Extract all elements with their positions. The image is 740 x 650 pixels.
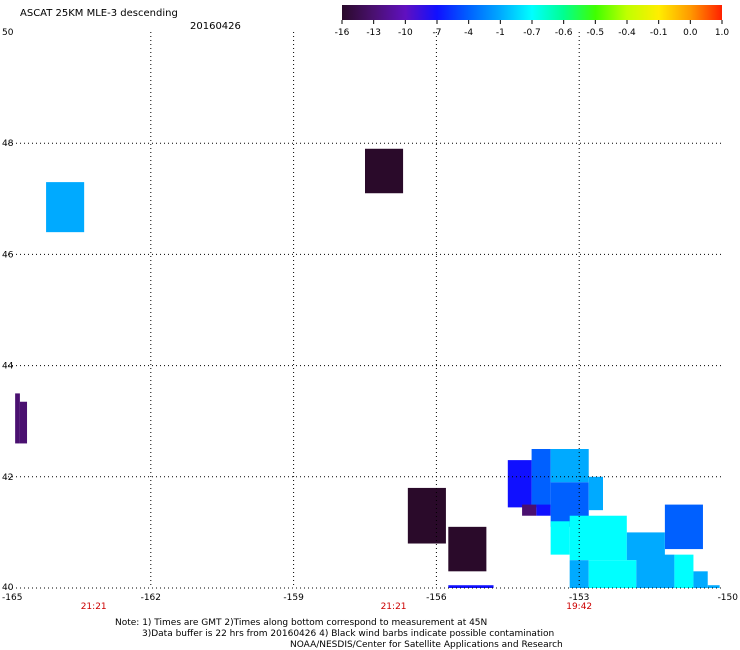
colorbar-label: -10	[398, 28, 413, 38]
chart-date: 20160426	[190, 21, 241, 32]
y-tick-label: 40	[2, 583, 14, 593]
data-cell	[550, 521, 570, 555]
data-cell	[707, 585, 720, 588]
data-cell	[569, 515, 627, 561]
x-tick-label: -165	[2, 593, 22, 603]
data-cell	[693, 571, 708, 588]
time-label: 19:42	[566, 602, 592, 612]
y-tick-label: 50	[2, 28, 14, 38]
colorbar-label: -7	[433, 28, 442, 38]
data-cell	[15, 393, 20, 444]
colorbar-label: 0.0	[683, 28, 698, 38]
colorbar-label: -16	[335, 28, 350, 38]
colorbar-label: -4	[464, 28, 473, 38]
data-cell	[522, 504, 537, 516]
chart-title: ASCAT 25KM MLE-3 descending	[20, 8, 178, 19]
data-cell	[674, 554, 694, 588]
grid-lines	[8, 32, 722, 589]
colorbar-label: -0.7	[523, 28, 541, 38]
x-tick-label: -156	[426, 593, 447, 603]
data-cells	[15, 148, 720, 588]
axis-labels: -165 -162 -159 -156 -153 -150 50 48 46 44 42 40 21:2…	[2, 28, 738, 612]
data-cell	[448, 585, 494, 588]
x-tick-label: -153	[569, 593, 589, 603]
y-tick-label: 46	[2, 250, 14, 260]
colorbar-label: 1.0	[715, 28, 730, 38]
colorbar: -16 -13 -10 -7 -4 -1 -0.7 -0.6 -0.5 -0.4 -0.1 0.0 1.…	[335, 5, 730, 38]
note-line-2: 3)Data buffer is 22 hrs from 20160426 4)…	[142, 629, 554, 639]
data-cell	[507, 460, 532, 508]
x-tick-label: -150	[718, 593, 739, 603]
data-cell	[569, 560, 589, 588]
data-cell	[636, 554, 675, 588]
note-line-3: NOAA/NESDIS/Center for Satellite Applica…	[290, 640, 563, 650]
y-tick-label: 42	[2, 473, 13, 483]
colorbar-label: -0.4	[618, 28, 636, 38]
data-cell	[536, 504, 551, 516]
colorbar-label: -0.6	[555, 28, 573, 38]
data-cell	[588, 560, 637, 588]
colorbar-gradient	[342, 5, 722, 20]
data-cell	[664, 504, 703, 550]
colorbar-label: -0.1	[650, 28, 668, 38]
time-label: 21:21	[381, 602, 407, 612]
data-cell	[19, 401, 28, 444]
data-cell	[448, 526, 487, 572]
data-cell	[588, 476, 603, 511]
data-cell	[365, 148, 404, 194]
y-tick-label: 48	[2, 139, 14, 149]
note-line-1: Note: 1) Times are GMT 2)Times along bot…	[115, 618, 487, 628]
x-tick-label: -162	[141, 593, 161, 603]
colorbar-label: -0.5	[587, 28, 605, 38]
y-tick-label: 44	[2, 362, 14, 372]
data-cell	[550, 449, 589, 483]
colorbar-label: -1	[496, 28, 505, 38]
x-tick-label: -159	[283, 593, 304, 603]
data-cell	[531, 449, 551, 508]
time-label: 21:21	[81, 602, 107, 612]
colorbar-label: -13	[366, 28, 381, 38]
data-cell	[407, 487, 446, 544]
data-cell	[46, 182, 85, 233]
